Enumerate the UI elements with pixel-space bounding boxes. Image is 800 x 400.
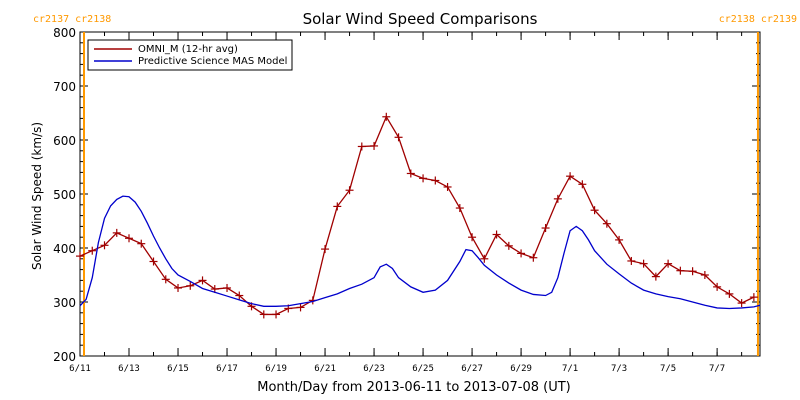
data-point-marker	[235, 291, 244, 300]
data-point-marker	[529, 253, 538, 262]
data-point-marker	[566, 172, 575, 181]
data-point-marker	[161, 275, 170, 284]
x-tick-label: 6/27	[461, 364, 483, 374]
data-point-marker	[651, 272, 660, 281]
data-point-marker	[186, 281, 195, 290]
data-point-marker	[76, 252, 84, 261]
chart-title: Solar Wind Speed Comparisons	[303, 10, 538, 28]
data-point-marker	[700, 271, 709, 279]
x-tick-label: 7/1	[562, 364, 578, 374]
data-point-marker	[713, 282, 722, 291]
data-point-marker	[725, 289, 734, 298]
data-point-marker	[272, 310, 281, 319]
data-point-marker	[382, 112, 391, 121]
legend-label-mas: Predictive Science MAS Model	[138, 56, 287, 67]
data-point-marker	[394, 133, 403, 142]
series-line	[79, 195, 761, 310]
x-tick-label: 6/17	[216, 364, 238, 374]
data-point-marker	[296, 303, 305, 312]
plot-frame	[79, 31, 761, 357]
legend: OMNI_M (12-hr avg) Predictive Science MA…	[87, 39, 293, 71]
carrington-markers	[83, 32, 759, 356]
data-series	[76, 112, 761, 319]
x-tick-label: 6/15	[167, 364, 189, 374]
data-point-marker	[492, 230, 501, 239]
data-point-marker	[174, 283, 183, 292]
data-point-marker	[223, 283, 232, 292]
data-point-marker	[737, 299, 746, 308]
data-point-marker	[590, 206, 599, 215]
x-tick-label: 6/21	[314, 364, 336, 374]
data-point-marker	[321, 245, 330, 254]
data-point-marker	[480, 254, 489, 263]
data-point-marker	[443, 182, 452, 191]
legend-box	[87, 39, 293, 71]
data-point-marker	[112, 228, 121, 237]
data-point-marker	[419, 174, 428, 183]
x-tick-label: 6/25	[412, 364, 434, 374]
data-point-marker	[578, 180, 587, 189]
data-point-marker	[455, 204, 464, 213]
x-axis-label: Month/Day from 2013-06-11 to 2013-07-08 …	[257, 380, 570, 395]
data-point-marker	[627, 256, 636, 265]
carrington-label-left: cr2137 cr2138	[33, 14, 111, 25]
data-point-marker	[137, 239, 146, 248]
y-tick-label: 200	[53, 350, 76, 364]
data-point-marker	[198, 276, 207, 285]
y-axis-label: Solar Wind Speed (km/s)	[30, 122, 44, 270]
data-point-marker	[431, 176, 440, 185]
x-tick-label: 6/23	[363, 364, 385, 374]
data-point-marker	[259, 310, 268, 319]
data-point-marker	[125, 234, 134, 243]
axes: 200 300 400 500 600 700 800 6/11 6/13 6/15 6/17 6/1…	[53, 26, 761, 374]
data-point-marker	[517, 249, 526, 258]
data-point-marker	[639, 259, 648, 268]
data-point-marker	[541, 224, 550, 233]
carrington-label-right: cr2138 cr2139	[719, 14, 797, 25]
data-point-marker	[370, 141, 379, 150]
data-point-marker	[468, 233, 477, 242]
x-tick-label: 7/7	[709, 364, 725, 374]
y-tick-label: 300	[53, 296, 76, 310]
y-tick-label: 500	[53, 188, 76, 202]
series-omni	[76, 112, 758, 319]
x-tick-label: 6/29	[510, 364, 532, 374]
data-point-marker	[553, 194, 562, 203]
data-point-marker	[749, 293, 758, 302]
x-tick-label: 7/5	[660, 364, 676, 374]
data-point-marker	[149, 257, 158, 266]
data-point-marker	[615, 235, 624, 244]
y-tick-label: 700	[53, 80, 76, 94]
x-tick-label: 6/11	[69, 364, 91, 374]
data-point-marker	[676, 266, 685, 275]
data-point-marker	[504, 241, 513, 250]
series-line	[79, 115, 755, 316]
data-point-marker	[688, 267, 697, 276]
legend-label-omni: OMNI_M (12-hr avg)	[138, 44, 238, 55]
data-point-marker	[333, 202, 342, 211]
data-point-marker	[88, 246, 97, 255]
x-tick-label: 6/19	[265, 364, 287, 374]
y-tick-label: 600	[53, 134, 76, 148]
data-point-marker	[602, 219, 611, 228]
data-point-marker	[664, 259, 673, 268]
data-point-marker	[100, 241, 109, 250]
y-tick-label: 800	[53, 26, 76, 40]
y-tick-label: 400	[53, 242, 76, 256]
x-tick-label: 7/3	[611, 364, 627, 374]
data-point-marker	[345, 186, 354, 195]
data-point-marker	[406, 169, 415, 178]
x-tick-label: 6/13	[118, 364, 140, 374]
data-point-marker	[357, 142, 366, 151]
series-mas	[79, 195, 761, 310]
